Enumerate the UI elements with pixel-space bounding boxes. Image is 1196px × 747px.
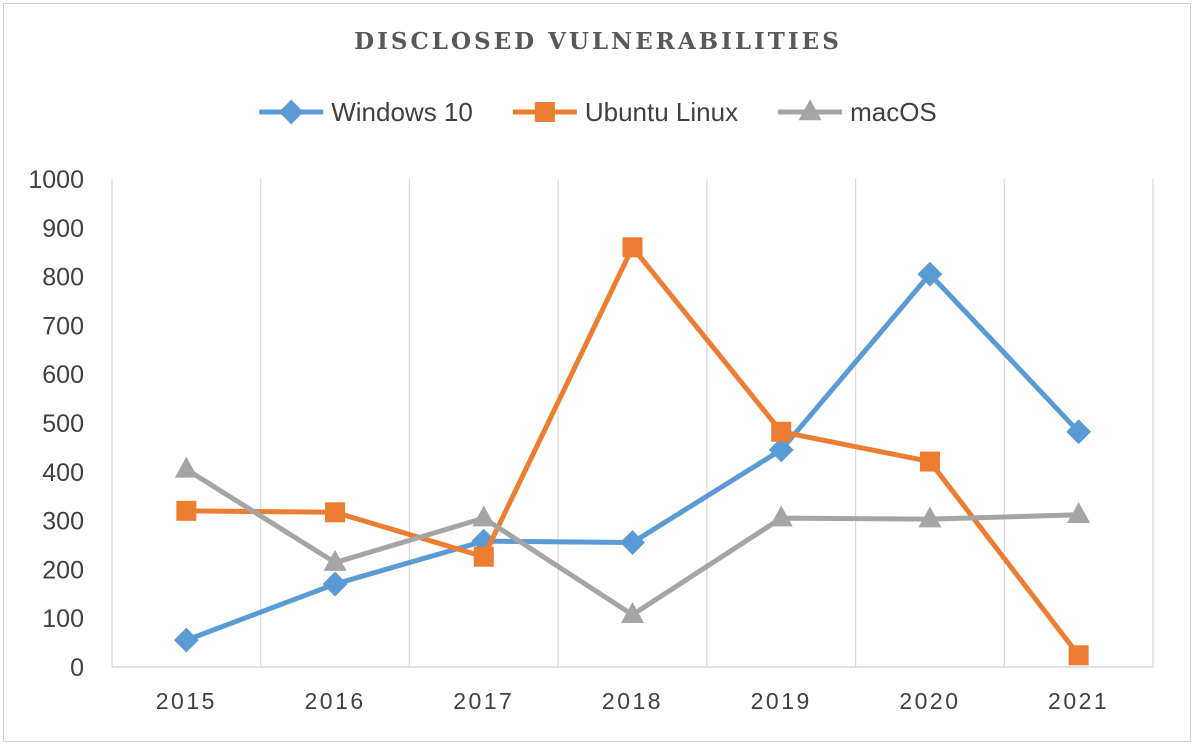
data-point — [173, 627, 199, 653]
legend: Windows 10 Ubuntu Linux macOS — [259, 97, 937, 127]
data-point — [472, 505, 496, 527]
y-tick-label: 700 — [42, 312, 84, 340]
series-line — [186, 244, 1081, 657]
data-point — [771, 421, 792, 442]
legend-item: Ubuntu Linux — [512, 97, 738, 127]
data-point — [473, 546, 494, 567]
x-tick-label: 2017 — [453, 688, 514, 714]
x-tick-label: 2020 — [899, 688, 960, 714]
y-tick-label: 200 — [42, 556, 84, 584]
data-point — [918, 506, 942, 528]
data-point — [176, 500, 197, 521]
grid-lines — [111, 179, 1154, 667]
data-point — [325, 502, 346, 523]
data-point — [1068, 645, 1089, 666]
y-tick-label: 300 — [42, 508, 84, 536]
data-point — [769, 505, 793, 527]
data-point — [534, 102, 555, 122]
data-point — [278, 99, 304, 125]
data-point — [174, 456, 198, 478]
x-tick-label: 2016 — [304, 688, 365, 714]
data-point — [768, 437, 794, 463]
y-tick-label: 900 — [42, 215, 84, 243]
legend-label: Ubuntu Linux — [585, 97, 738, 127]
y-tick-label: 600 — [42, 361, 84, 389]
y-tick-label: 800 — [42, 264, 84, 292]
chart-title: DISCLOSED VULNERABILITIES — [354, 28, 842, 55]
series-macos — [174, 456, 1091, 624]
series-group — [173, 237, 1092, 666]
y-tick-label: 500 — [42, 410, 84, 438]
data-point — [620, 530, 645, 555]
data-point — [322, 571, 348, 597]
legend-item: Windows 10 — [259, 97, 473, 127]
x-axis-ticks: 2015 2016 2017 2018 2019 2020 2021 — [156, 688, 1109, 714]
y-axis-ticks: 0 100 200 300 400 500 600 700 800 900 1000 — [28, 166, 84, 682]
data-point — [919, 451, 940, 472]
data-point — [798, 99, 822, 121]
legend-item: macOS — [778, 97, 937, 127]
y-tick-label: 1000 — [28, 166, 84, 194]
data-point — [323, 549, 347, 571]
data-point — [620, 602, 645, 624]
y-tick-label: 400 — [42, 459, 84, 487]
series-ubuntu-linux — [176, 237, 1089, 666]
data-point — [1066, 419, 1092, 445]
x-tick-label: 2021 — [1048, 688, 1109, 714]
chart-frame — [3, 3, 1191, 742]
x-tick-label: 2015 — [156, 688, 217, 714]
legend-label: macOS — [850, 97, 937, 127]
x-tick-label: 2018 — [602, 688, 663, 714]
data-point — [917, 261, 943, 287]
series-line — [185, 271, 1081, 643]
x-tick-label: 2019 — [751, 688, 812, 714]
series-windows-10 — [173, 261, 1092, 653]
data-point — [1067, 502, 1091, 523]
y-tick-label: 100 — [42, 605, 84, 633]
legend-label: Windows 10 — [331, 97, 473, 127]
y-tick-label: 0 — [70, 654, 84, 682]
data-point — [622, 237, 643, 258]
